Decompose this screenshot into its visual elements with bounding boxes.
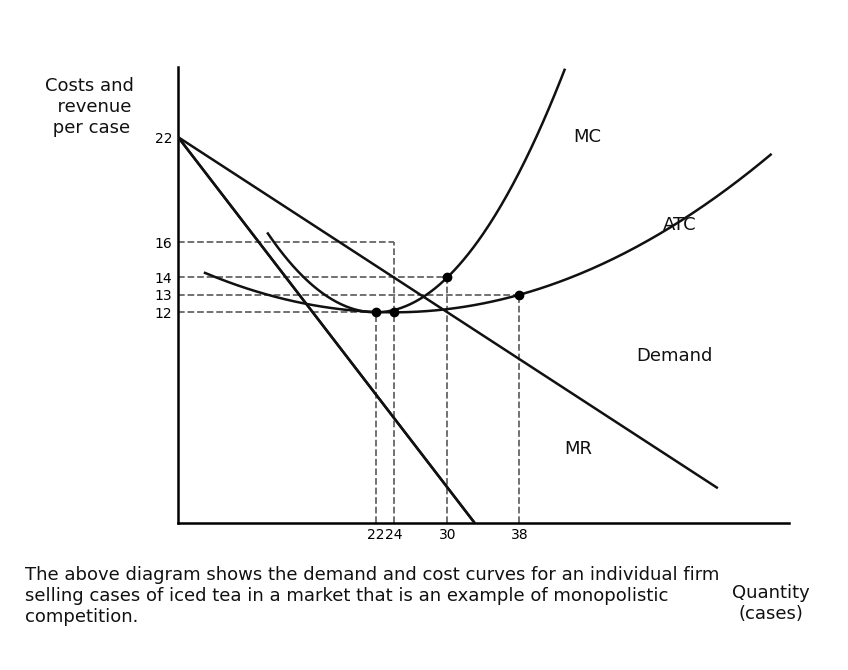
Text: Demand: Demand bbox=[636, 347, 712, 365]
Text: The above diagram shows the demand and cost curves for an individual firm
sellin: The above diagram shows the demand and c… bbox=[25, 566, 720, 626]
Text: Costs and
  revenue
 per case: Costs and revenue per case bbox=[45, 77, 133, 137]
Text: ATC: ATC bbox=[663, 216, 696, 234]
Text: MR: MR bbox=[564, 440, 592, 458]
Text: Quantity
(cases): Quantity (cases) bbox=[732, 584, 810, 622]
Text: MC: MC bbox=[573, 128, 601, 146]
